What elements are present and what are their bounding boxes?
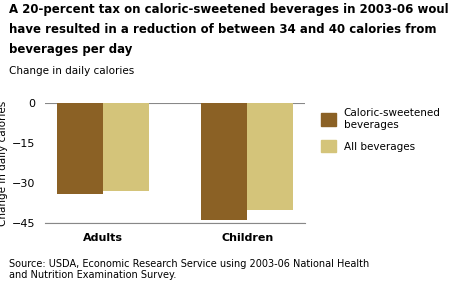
Legend: Caloric-sweetened
beverages, All beverages: Caloric-sweetened beverages, All beverag… [321, 108, 441, 152]
Bar [247, 103, 294, 210]
Bar [57, 103, 103, 194]
Bar [103, 103, 149, 191]
Y-axis label: Change in daily calories: Change in daily calories [0, 100, 8, 226]
Text: beverages per day: beverages per day [9, 43, 132, 56]
Bar [201, 103, 247, 221]
Text: A 20-percent tax on caloric-sweetened beverages in 2003-06 would: A 20-percent tax on caloric-sweetened be… [9, 3, 449, 16]
Text: have resulted in a reduction of between 34 and 40 calories from: have resulted in a reduction of between … [9, 23, 436, 36]
Text: Source: USDA, Economic Research Service using 2003-06 National Health
and Nutrit: Source: USDA, Economic Research Service … [9, 259, 369, 280]
Text: Change in daily calories: Change in daily calories [9, 66, 134, 76]
